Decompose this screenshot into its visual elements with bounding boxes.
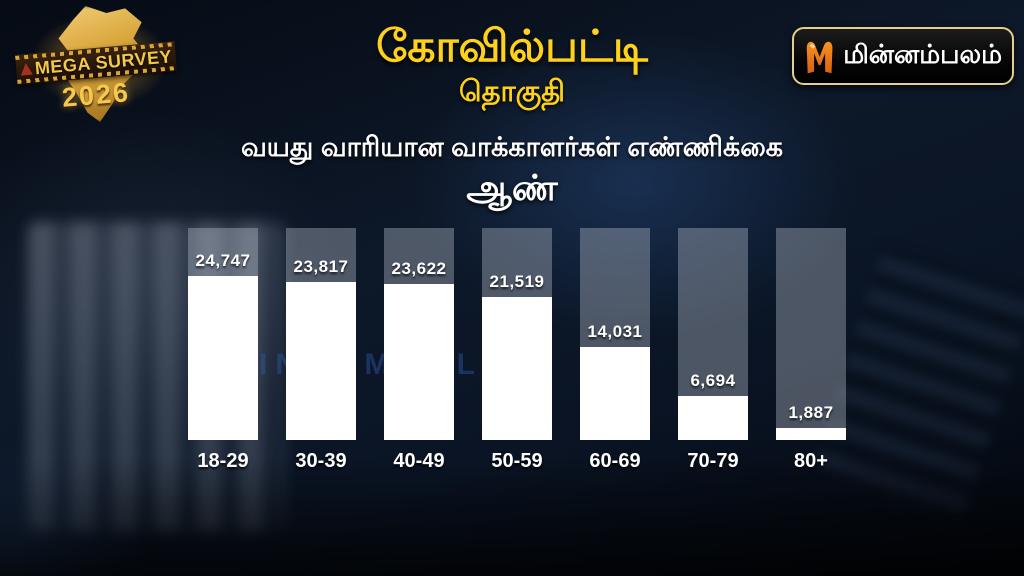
bar-category-label: 40-49 [393, 450, 445, 472]
bar-category-label: 30-39 [295, 450, 347, 472]
bar-column: 14,031 60-69 [580, 228, 650, 473]
bar-category-label: 70-79 [687, 450, 739, 472]
constituency-title: கோவில்பட்டி [376, 22, 648, 71]
bar-column: 21,519 50-59 [482, 228, 552, 473]
bar-value-label: 6,694 [690, 370, 736, 390]
bar-value-label: 1,887 [788, 402, 834, 422]
bar-track: 14,031 [580, 228, 650, 440]
bar-track: 23,622 [384, 228, 454, 440]
bar-value-label: 23,622 [391, 258, 447, 278]
bar-fill [776, 427, 846, 440]
bar-column: 23,817 30-39 [286, 228, 356, 473]
bar-fill [188, 276, 258, 440]
constituency-subtitle: தொகுதி [459, 76, 565, 108]
bar-value-label: 24,747 [195, 251, 251, 271]
channel-name-label: மின்னம்பலம் [843, 39, 1002, 69]
bar-value-label: 21,519 [489, 272, 545, 292]
bar-fill [286, 282, 356, 440]
background-bottom-shade [0, 456, 1024, 576]
channel-m-icon [806, 41, 833, 74]
bar-track: 1,887 [776, 228, 846, 440]
bar-fill [580, 347, 650, 440]
bar-chart: 24,747 18-29 23,817 30-39 23,622 40-49 21,519 5… [188, 228, 846, 473]
bar-fill [384, 283, 454, 440]
bar-category-label: 50-59 [491, 450, 543, 472]
bar-value-label: 23,817 [293, 257, 349, 277]
bar-category-label: 18-29 [197, 450, 249, 472]
bar-column: 6,694 70-79 [678, 228, 748, 473]
bar-fill [482, 297, 552, 440]
channel-logo: மின்னம்பலம் [792, 27, 1014, 85]
bar-track: 21,519 [482, 228, 552, 440]
bar-track: 24,747 [188, 228, 258, 440]
mountain-icon [19, 62, 33, 76]
bar-track: 6,694 [678, 228, 748, 440]
chart-heading: வயது வாரியான வாக்காளர்கள் எண்ணிக்கை [240, 132, 784, 162]
bar-value-label: 14,031 [587, 322, 643, 342]
bar-category-label: 80+ [794, 450, 828, 472]
gender-label: ஆண் [466, 167, 558, 208]
bar-column: 1,887 80+ [776, 228, 846, 473]
bar-category-label: 60-69 [589, 450, 641, 472]
bar-track: 23,817 [286, 228, 356, 440]
bar-column: 24,747 18-29 [188, 228, 258, 473]
bar-fill [678, 395, 748, 440]
mega-survey-logo: MEGA SURVEY 2026 [4, 0, 188, 132]
bar-column: 23,622 40-49 [384, 228, 454, 473]
